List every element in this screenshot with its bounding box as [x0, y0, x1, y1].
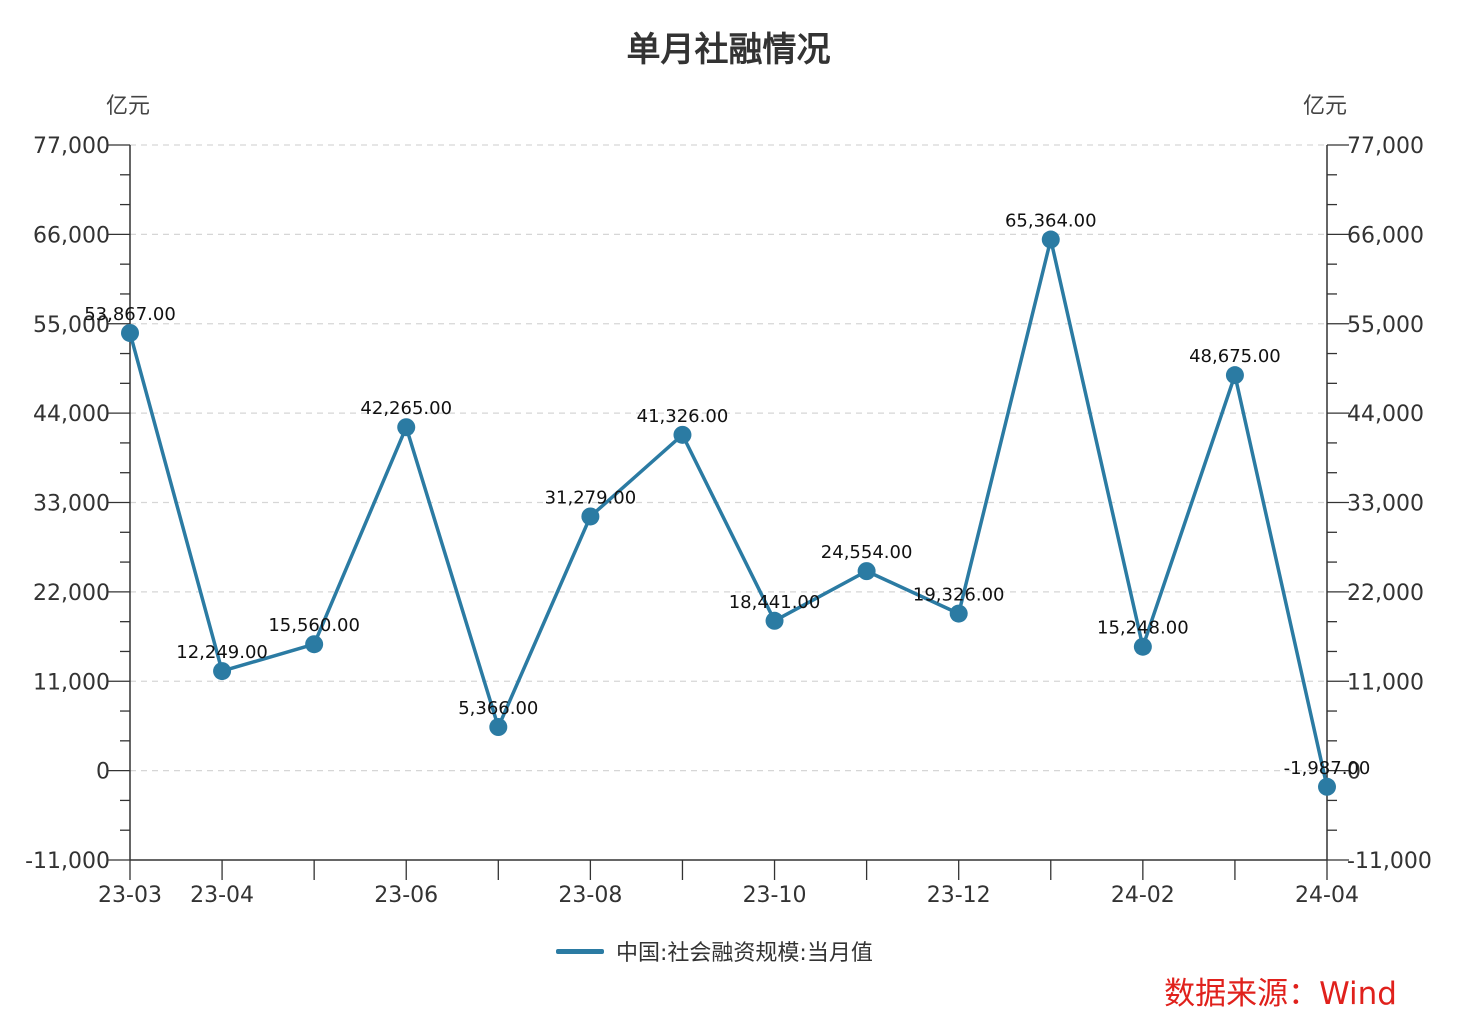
left-y-tick-label: 33,000 — [33, 492, 110, 517]
x-tick-label: 23-04 — [190, 883, 254, 908]
right-axis-unit: 亿元 — [1303, 94, 1348, 119]
right-y-tick-label: 66,000 — [1347, 223, 1424, 248]
data-point — [397, 418, 416, 437]
x-tick-label: 23-08 — [558, 883, 622, 908]
data-point — [305, 635, 324, 654]
data-source: 数据来源：Wind — [1164, 976, 1397, 1012]
data-point — [1133, 637, 1152, 656]
data-point — [213, 662, 232, 681]
data-label: 15,560.00 — [268, 615, 360, 636]
x-tick-label: 23-10 — [743, 883, 807, 908]
data-point — [489, 718, 508, 737]
data-label: 65,364.00 — [1005, 211, 1097, 232]
x-tick-label: 24-04 — [1295, 883, 1359, 908]
data-point — [1041, 230, 1060, 249]
data-point — [949, 604, 968, 623]
data-point — [1225, 366, 1244, 385]
data-label: 41,326.00 — [637, 406, 729, 427]
right-y-tick-label: 44,000 — [1347, 402, 1424, 427]
right-y-tick-label: 0 — [1347, 760, 1361, 785]
data-point — [581, 507, 600, 526]
data-label: 42,265.00 — [360, 398, 452, 419]
left-y-tick-label: 55,000 — [33, 313, 110, 338]
x-tick-label: 23-12 — [927, 883, 991, 908]
data-label: 48,675.00 — [1189, 346, 1281, 367]
chart-title: 单月社融情况 — [626, 30, 831, 70]
data-label: 24,554.00 — [821, 542, 913, 563]
data-label: 19,326.00 — [913, 585, 1005, 606]
x-tick-label: 23-06 — [374, 883, 438, 908]
left-y-tick-label: -11,000 — [25, 849, 110, 874]
data-label: 31,279.00 — [545, 487, 637, 508]
right-y-tick-label: 33,000 — [1347, 492, 1424, 517]
axis-ticks: -11,000 -11,000 0 0 11,000 11,000 22,000 22,000… — [25, 134, 1432, 908]
data-label: 18,441.00 — [729, 592, 821, 613]
data-label: 5,366.00 — [458, 698, 538, 719]
data-point — [673, 425, 692, 444]
series-line — [128, 237, 1329, 788]
right-y-tick-label: 55,000 — [1347, 313, 1424, 338]
left-y-tick-label: 44,000 — [33, 402, 110, 427]
data-point — [1318, 777, 1336, 796]
data-label: 15,248.00 — [1097, 618, 1189, 639]
grid-lines — [130, 144, 1327, 772]
right-y-tick-label: 22,000 — [1347, 581, 1424, 606]
left-y-tick-label: 11,000 — [33, 670, 110, 695]
data-label: 12,249.00 — [176, 642, 268, 663]
left-y-tick-label: 0 — [96, 760, 110, 785]
legend[interactable]: 中国:社会融资规模:当月值 — [556, 934, 873, 968]
data-point — [857, 562, 876, 581]
legend-label: 中国:社会融资规模:当月值 — [616, 941, 873, 966]
right-y-tick-label: 11,000 — [1347, 670, 1424, 695]
left-y-tick-label: 22,000 — [33, 581, 110, 606]
data-point — [121, 323, 139, 342]
data-label: -1,987.00 — [1284, 758, 1371, 779]
x-tick-label: 24-02 — [1111, 883, 1175, 908]
series-group — [121, 230, 1336, 796]
x-tick-label: 23-03 — [98, 883, 162, 908]
data-label: 53,867.00 — [84, 304, 176, 325]
left-y-tick-label: 77,000 — [33, 134, 110, 159]
right-y-tick-label: -11,000 — [1347, 849, 1432, 874]
legend-line-icon — [556, 948, 604, 954]
left-y-tick-label: 66,000 — [33, 223, 110, 248]
right-y-tick-label: 77,000 — [1347, 134, 1424, 159]
data-point — [765, 611, 784, 630]
left-axis-unit: 亿元 — [106, 94, 151, 119]
